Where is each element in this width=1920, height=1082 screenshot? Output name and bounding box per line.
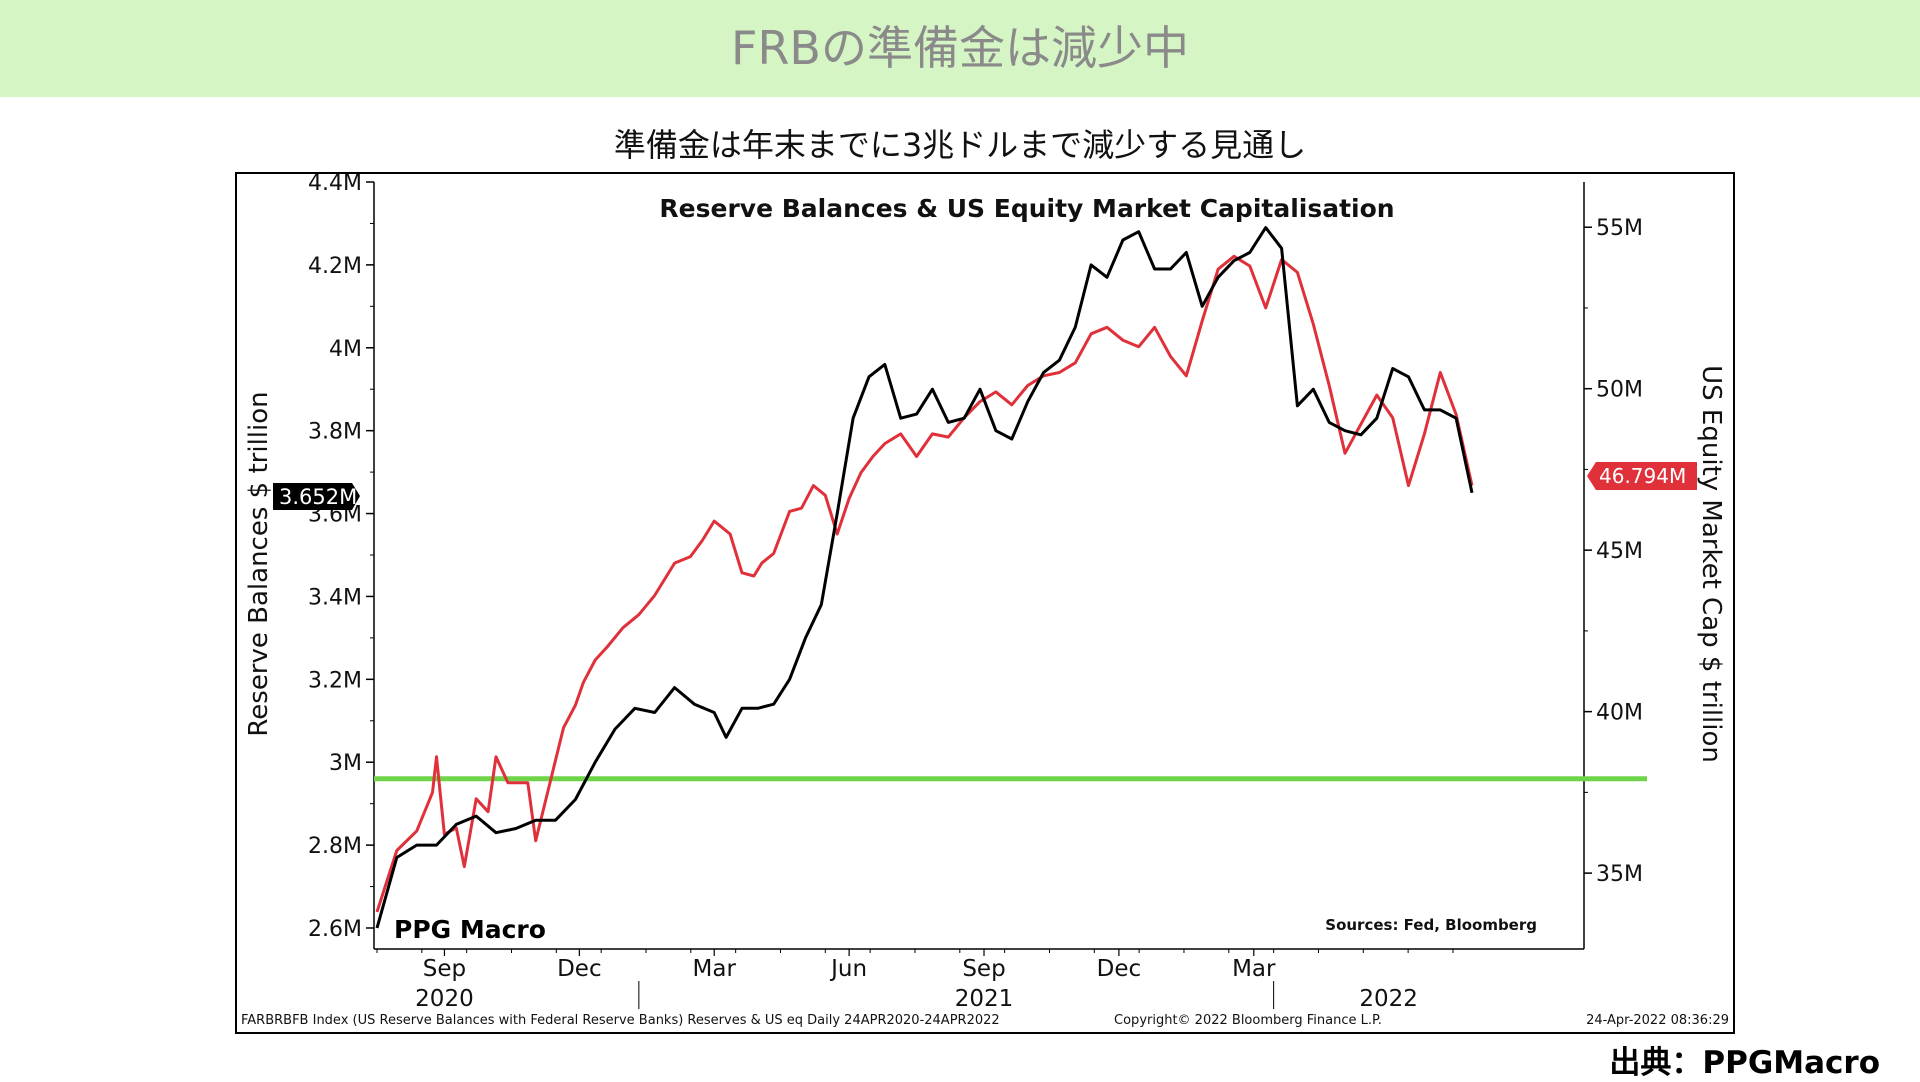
- watermark: PPG Macro: [394, 915, 546, 944]
- x-tick-label: Mar: [1232, 956, 1276, 982]
- footer-mid: Copyright© 2022 Bloomberg Finance L.P.: [1114, 1013, 1382, 1028]
- last-value-left: 3.652M: [279, 485, 357, 509]
- right-tick-label: 45M: [1596, 539, 1643, 564]
- left-tick-label: 4.4M: [308, 174, 362, 196]
- right-axis-label: US Equity Market Cap $ trillion: [1696, 365, 1726, 763]
- left-tick-label: 3M: [329, 751, 362, 776]
- last-value-tag-right: 46.794M: [1587, 462, 1697, 490]
- last-value-tag-left: 3.652M: [273, 483, 360, 510]
- left-axis-label: Reserve Balances $ trillion: [244, 391, 274, 736]
- left-tick-label: 3.4M: [308, 585, 362, 610]
- left-tick-label: 4M: [329, 337, 362, 362]
- x-tick-label: Sep: [962, 956, 1005, 982]
- right-tick-label: 50M: [1596, 378, 1643, 403]
- right-tick-label: 40M: [1596, 701, 1643, 726]
- reserve-balances-line: [375, 226, 1474, 929]
- left-tick-label: 2.8M: [308, 834, 362, 859]
- chart-frame: 4.4M 4.2M 4M 3.8M 3.6M 3.4M 3.2M 3M 2.8M 2.6M 55M…: [235, 172, 1735, 1034]
- left-tick-label: 3.8M: [308, 420, 362, 445]
- chart-subtitle: 準備金は年末までに3兆ドルまで減少する見通し: [613, 126, 1307, 164]
- sources-note: Sources: Fed, Bloomberg: [1325, 916, 1537, 934]
- x-tick-label: Mar: [693, 956, 737, 982]
- x-tick-label: Sep: [423, 956, 466, 982]
- left-tick-label: 3.2M: [308, 668, 362, 693]
- footer-left: FARBRBFB Index (US Reserve Balances with…: [241, 1013, 1000, 1028]
- x-tick-label: Dec: [1097, 956, 1142, 982]
- x-tick-label: Dec: [557, 956, 602, 982]
- x-tick-label: Jun: [829, 956, 867, 982]
- right-tick-label: 35M: [1596, 862, 1643, 887]
- left-tick-label: 2.6M: [308, 917, 362, 942]
- right-tick-label: 55M: [1596, 216, 1643, 241]
- left-tick-label: 4.2M: [308, 254, 362, 279]
- last-value-right: 46.794M: [1599, 464, 1686, 488]
- page-title: FRBの準備金は減少中: [731, 21, 1189, 75]
- equity-market-cap-line: [375, 254, 1474, 913]
- chart-title: Reserve Balances & US Equity Market Capi…: [659, 194, 1394, 223]
- banner: FRBの準備金は減少中: [0, 0, 1920, 97]
- x-year-label: 2022: [1359, 986, 1418, 1012]
- x-year-label: 2020: [415, 986, 474, 1012]
- source-credit: 出典：PPGMacro: [1609, 1045, 1880, 1081]
- x-year-label: 2021: [955, 986, 1014, 1012]
- footer-right: 24-Apr-2022 08:36:29: [1586, 1013, 1729, 1028]
